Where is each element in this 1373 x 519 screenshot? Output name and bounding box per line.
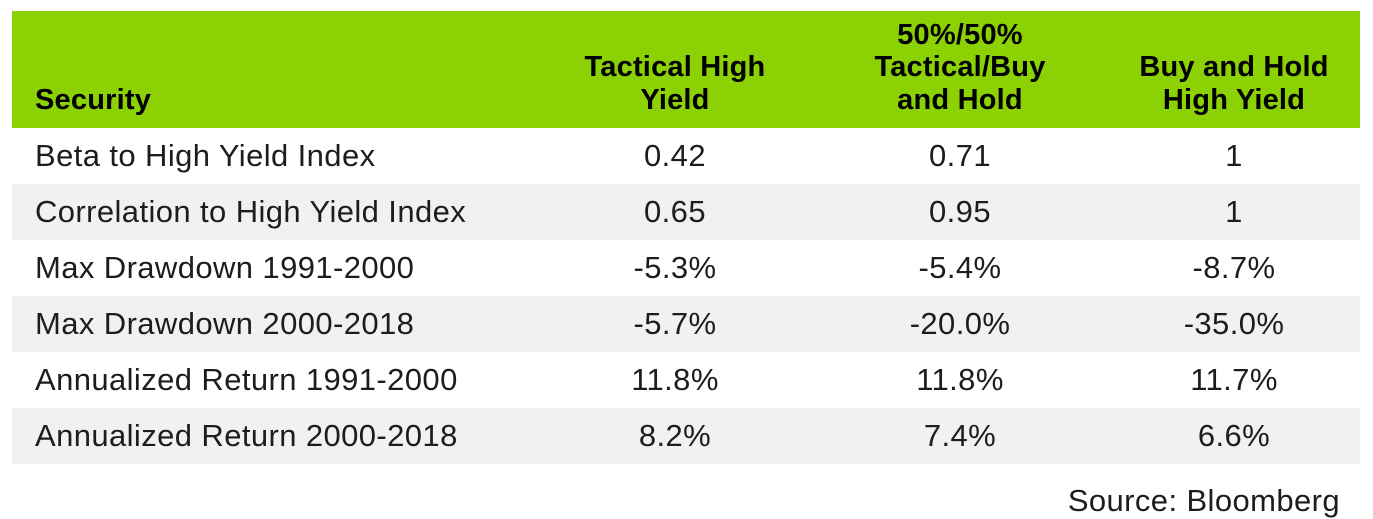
performance-table-figure: Security Tactical High Yield 50%/50% Tac… — [12, 11, 1360, 519]
cell-value: -5.3% — [633, 250, 717, 286]
cell-value: 6.6% — [1197, 418, 1271, 454]
row-label: Annualized Return 2000-2018 — [35, 418, 458, 454]
row-label: Beta to High Yield Index — [35, 138, 376, 174]
cell-value: 1 — [1225, 194, 1243, 230]
row-label: Correlation to High Yield Index — [35, 194, 467, 230]
cell-value: -20.0% — [909, 306, 1011, 342]
cell-value: 0.42 — [644, 138, 706, 174]
cell-value: -8.7% — [1192, 250, 1276, 286]
cell-value: 1 — [1225, 138, 1243, 174]
column-header-security: Security — [12, 11, 538, 129]
row-label: Max Drawdown 2000-2018 — [35, 306, 415, 342]
table-row-max-drawdown-2000-2018: Max Drawdown 2000-2018 -5.7% -20.0% -35.… — [12, 296, 1360, 353]
cell-value: 11.7% — [1190, 362, 1278, 398]
source-attribution: Source: Bloomberg — [1067, 483, 1340, 519]
table-row-beta: Beta to High Yield Index 0.42 0.71 1 — [12, 128, 1360, 184]
cell-value: 7.4% — [923, 418, 997, 454]
cell-value: 8.2% — [638, 418, 712, 454]
column-header-buy-and-hold-high-yield: Buy and Hold High Yield — [1108, 11, 1360, 129]
row-label: Max Drawdown 1991-2000 — [35, 250, 415, 286]
table-row-annualized-return-2000-2018: Annualized Return 2000-2018 8.2% 7.4% 6.… — [12, 408, 1360, 465]
header-row: Security Tactical High Yield 50%/50% Tac… — [12, 11, 1360, 129]
cell-value: 0.95 — [929, 194, 991, 230]
cell-value: -5.7% — [633, 306, 717, 342]
table-row-correlation: Correlation to High Yield Index 0.65 0.9… — [12, 184, 1360, 241]
cell-value: -35.0% — [1183, 306, 1285, 342]
table-row-annualized-return-1991-2000: Annualized Return 1991-2000 11.8% 11.8% … — [12, 352, 1360, 408]
cell-value: 0.65 — [644, 194, 706, 230]
table-row-max-drawdown-1991-2000: Max Drawdown 1991-2000 -5.3% -5.4% -8.7% — [12, 240, 1360, 296]
cell-value: 11.8% — [916, 362, 1004, 398]
cell-value: 11.8% — [631, 362, 719, 398]
cell-value: -5.4% — [918, 250, 1002, 286]
cell-value: 0.71 — [929, 138, 991, 174]
row-label: Annualized Return 1991-2000 — [35, 362, 458, 398]
performance-table: Security Tactical High Yield 50%/50% Tac… — [12, 11, 1360, 465]
column-header-50-50-tactical-buy-and-hold: 50%/50% Tactical/Buy and Hold — [812, 11, 1108, 129]
column-header-tactical-high-yield: Tactical High Yield — [538, 11, 812, 129]
